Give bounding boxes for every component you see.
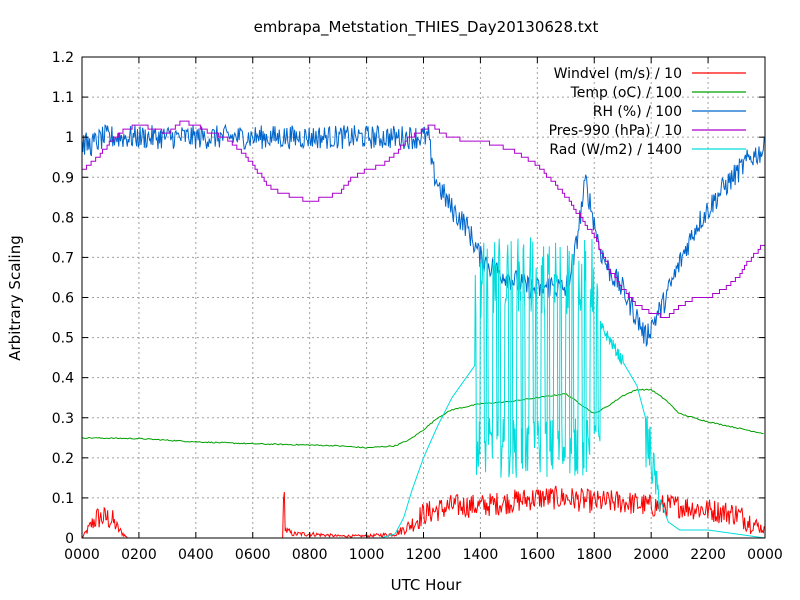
- x-tick-label: 0400: [178, 547, 214, 563]
- x-tick-label: 1800: [576, 547, 612, 563]
- legend-label: Temp (oC) / 100: [570, 85, 682, 101]
- x-tick-label: 1400: [463, 547, 499, 563]
- x-tick-label: 0000: [747, 547, 783, 563]
- y-axis-label: Arbitrary Scaling: [6, 235, 24, 361]
- legend-label: RH (%) / 100: [593, 104, 682, 120]
- legend-label: Pres-990 (hPa) / 10: [549, 123, 682, 139]
- y-tick-label: 1: [65, 130, 74, 146]
- y-tick-label: 1.1: [52, 90, 74, 106]
- y-tick-label: 0.9: [52, 170, 74, 186]
- chart-title: embrapa_Metstation_THIES_Day20130628.txt: [254, 18, 599, 37]
- y-tick-label: 0.7: [52, 250, 74, 266]
- x-tick-label: 0200: [121, 547, 157, 563]
- y-tick-label: 0.1: [52, 491, 74, 507]
- y-tick-label: 0.6: [52, 291, 74, 307]
- series-line-3: [81, 123, 765, 348]
- x-tick-label: 0600: [235, 547, 271, 563]
- x-tick-label: 1000: [349, 547, 385, 563]
- x-tick-label: 1600: [520, 547, 556, 563]
- legend-label: Rad (W/m2) / 1400: [549, 142, 682, 158]
- series-line-4: [82, 120, 766, 319]
- x-tick-label: 1200: [406, 547, 442, 563]
- x-tick-label: 2000: [633, 547, 669, 563]
- y-tick-label: 0.5: [52, 331, 74, 347]
- x-tick-label: 0800: [292, 547, 328, 563]
- y-tick-label: 0.4: [52, 371, 74, 387]
- ticks: 0000 0200 0400 0600 0800 1000 1200 1400 1600 1800…: [52, 50, 783, 563]
- y-tick-label: 1.2: [52, 50, 74, 66]
- y-tick-label: 0.3: [52, 411, 74, 427]
- series-line-2: [81, 388, 764, 449]
- legend: Windvel (m/s) / 10 Temp (oC) / 100 RH (%) …: [549, 66, 746, 158]
- x-axis-label: UTC Hour: [391, 576, 462, 594]
- y-tick-label: 0: [65, 531, 74, 547]
- y-tick-label: 0.8: [52, 210, 74, 226]
- legend-label: Windvel (m/s) / 10: [554, 66, 682, 82]
- x-tick-label: 0000: [64, 547, 100, 563]
- y-tick-label: 0.2: [52, 451, 74, 467]
- x-tick-label: 2200: [690, 547, 726, 563]
